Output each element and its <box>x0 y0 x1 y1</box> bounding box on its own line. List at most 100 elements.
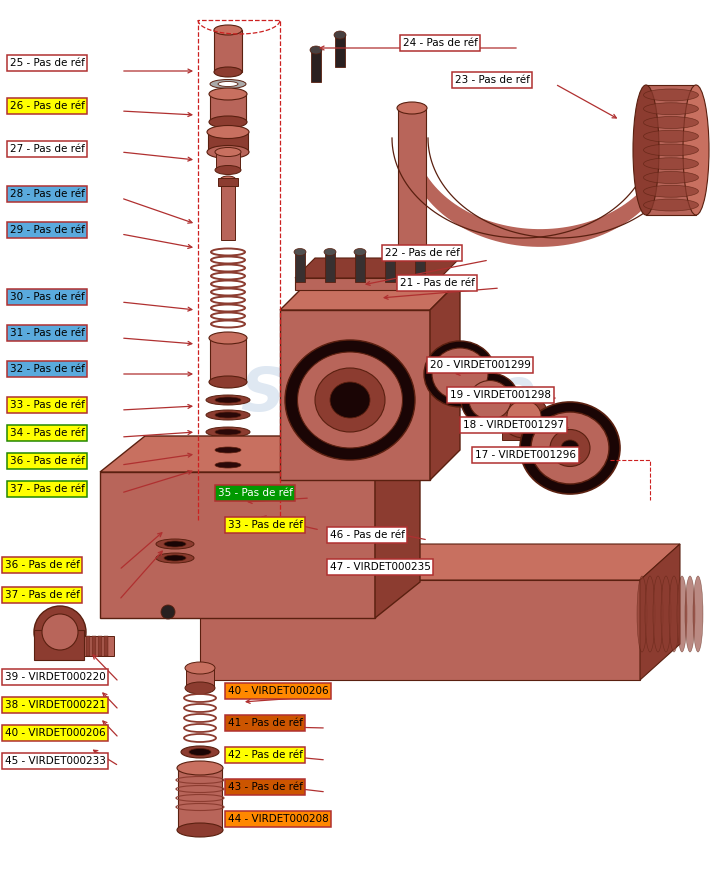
Bar <box>86 636 90 656</box>
Bar <box>92 636 96 656</box>
Ellipse shape <box>209 116 247 128</box>
Text: 25 - Pas de réf: 25 - Pas de réf <box>10 58 85 68</box>
Text: Système: Système <box>240 363 536 424</box>
Text: 31 - Pas de réf: 31 - Pas de réf <box>10 328 85 338</box>
Bar <box>335 35 345 67</box>
Bar <box>502 410 546 440</box>
Text: 42 - Pas de réf: 42 - Pas de réf <box>228 750 303 760</box>
Ellipse shape <box>469 381 511 419</box>
Ellipse shape <box>531 412 609 484</box>
Ellipse shape <box>661 576 671 652</box>
Bar <box>186 668 214 688</box>
Ellipse shape <box>206 410 250 420</box>
Ellipse shape <box>156 553 194 563</box>
Ellipse shape <box>156 539 194 549</box>
Text: 18 - VIRDET001297: 18 - VIRDET001297 <box>463 420 564 430</box>
Text: 37 - Pas de réf: 37 - Pas de réf <box>10 484 85 494</box>
Bar <box>98 636 102 656</box>
Text: 36 - Pas de réf: 36 - Pas de réf <box>10 456 85 466</box>
Ellipse shape <box>206 395 250 405</box>
Ellipse shape <box>215 165 241 174</box>
Ellipse shape <box>177 761 223 775</box>
Bar <box>355 252 365 282</box>
Ellipse shape <box>214 25 242 35</box>
Ellipse shape <box>215 447 241 453</box>
Text: 47 - VIRDET000235: 47 - VIRDET000235 <box>330 562 431 572</box>
Bar <box>385 252 395 282</box>
Ellipse shape <box>644 172 698 183</box>
Ellipse shape <box>209 88 247 100</box>
Text: 41 - Pas de réf: 41 - Pas de réf <box>228 718 303 728</box>
Ellipse shape <box>324 249 336 256</box>
Ellipse shape <box>644 89 698 101</box>
Bar <box>325 252 335 282</box>
Text: 19 - VIRDET001298: 19 - VIRDET001298 <box>450 390 551 400</box>
Ellipse shape <box>693 576 703 652</box>
Polygon shape <box>100 436 420 472</box>
Polygon shape <box>375 436 420 618</box>
Ellipse shape <box>414 249 426 256</box>
Ellipse shape <box>215 412 241 418</box>
Text: 46 - Pas de réf: 46 - Pas de réf <box>330 530 405 540</box>
Bar <box>646 85 696 215</box>
Text: 24 - Pas de réf: 24 - Pas de réf <box>403 38 478 48</box>
Text: 22 - Pas de réf: 22 - Pas de réf <box>385 248 460 258</box>
Ellipse shape <box>315 368 385 432</box>
Bar <box>208 132 248 152</box>
Bar <box>210 94 246 122</box>
Ellipse shape <box>644 103 698 114</box>
Ellipse shape <box>189 748 211 755</box>
Bar <box>104 636 108 656</box>
Polygon shape <box>200 544 680 580</box>
Ellipse shape <box>215 148 241 156</box>
Bar <box>84 636 114 656</box>
Ellipse shape <box>432 348 488 400</box>
Ellipse shape <box>215 397 241 403</box>
Ellipse shape <box>645 576 655 652</box>
Ellipse shape <box>209 332 247 344</box>
Ellipse shape <box>637 576 647 652</box>
Text: 27 - Pas de réf: 27 - Pas de réf <box>10 144 85 154</box>
Ellipse shape <box>181 746 219 758</box>
Ellipse shape <box>285 340 415 460</box>
Ellipse shape <box>220 176 236 184</box>
Polygon shape <box>430 280 460 480</box>
Text: 30 - Pas de réf: 30 - Pas de réf <box>10 292 85 302</box>
Polygon shape <box>100 472 375 618</box>
Text: 33 - Pas de réf: 33 - Pas de réf <box>10 400 85 410</box>
Ellipse shape <box>164 555 186 561</box>
Ellipse shape <box>164 541 186 547</box>
Ellipse shape <box>185 662 215 674</box>
Polygon shape <box>280 310 430 480</box>
Ellipse shape <box>334 31 346 39</box>
Ellipse shape <box>397 102 427 114</box>
Bar <box>221 180 235 240</box>
Ellipse shape <box>206 445 250 455</box>
Ellipse shape <box>215 429 241 435</box>
Ellipse shape <box>683 85 709 215</box>
Ellipse shape <box>207 125 249 139</box>
Bar <box>311 50 321 82</box>
Ellipse shape <box>685 576 695 652</box>
Text: 39 - VIRDET000220: 39 - VIRDET000220 <box>5 672 106 682</box>
Circle shape <box>161 605 175 619</box>
Text: 29 - Pas de réf: 29 - Pas de réf <box>10 225 85 235</box>
Bar <box>214 30 242 72</box>
Text: 21 - Pas de réf: 21 - Pas de réf <box>400 278 475 288</box>
Ellipse shape <box>507 401 541 432</box>
Ellipse shape <box>561 440 579 456</box>
Polygon shape <box>280 280 460 310</box>
Text: 38 - VIRDET000221: 38 - VIRDET000221 <box>5 700 106 710</box>
Ellipse shape <box>384 249 396 256</box>
Polygon shape <box>295 278 440 290</box>
Ellipse shape <box>298 352 403 448</box>
Ellipse shape <box>550 429 590 467</box>
Ellipse shape <box>653 576 663 652</box>
Text: 33 - Pas de réf: 33 - Pas de réf <box>228 520 303 530</box>
Polygon shape <box>200 580 640 680</box>
Ellipse shape <box>210 80 246 89</box>
Ellipse shape <box>669 576 679 652</box>
Text: 23 - Pas de réf: 23 - Pas de réf <box>455 75 530 85</box>
Text: 40 - VIRDET000206: 40 - VIRDET000206 <box>228 686 329 696</box>
Ellipse shape <box>520 402 620 494</box>
